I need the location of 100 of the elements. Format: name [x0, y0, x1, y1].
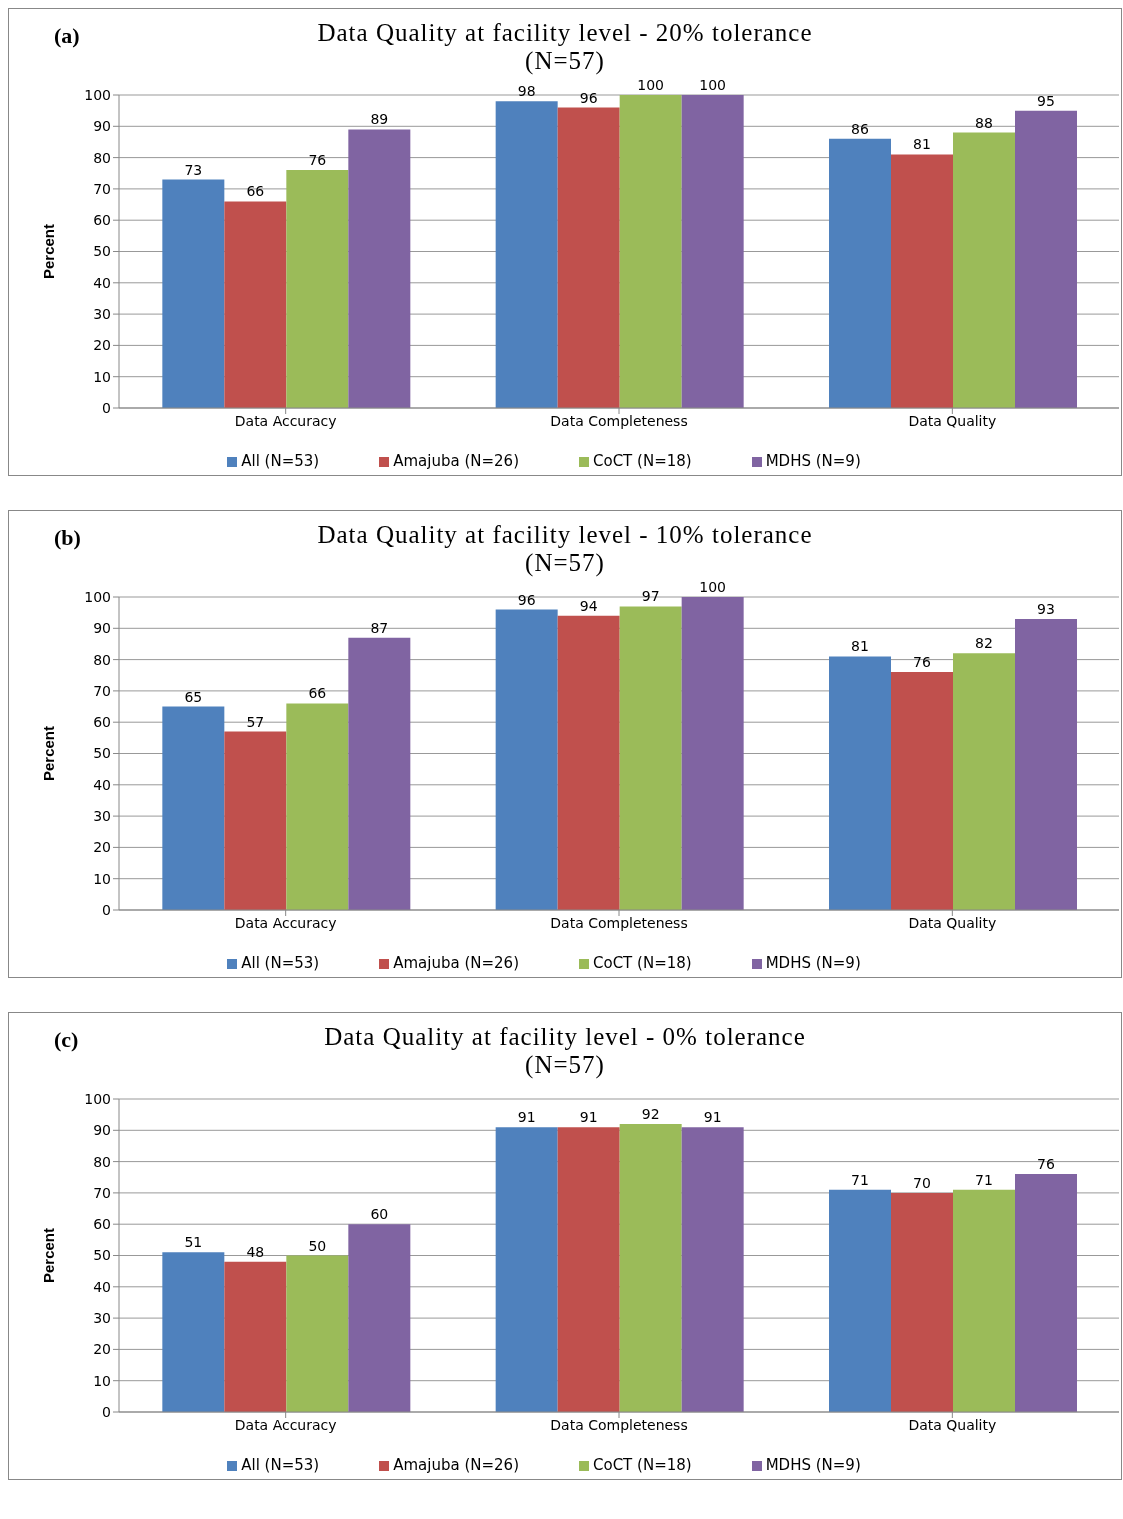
bar — [557, 1127, 620, 1412]
bar — [681, 1127, 744, 1412]
chart-subtitle: (N=57) — [524, 549, 606, 577]
y-tick-label: 60 — [93, 1216, 111, 1233]
bar — [619, 95, 682, 408]
y-tick-label: 40 — [93, 274, 111, 291]
bar — [495, 609, 558, 910]
bar — [829, 656, 891, 910]
bar — [681, 95, 744, 408]
text: (b) — [54, 525, 81, 551]
bar — [348, 129, 411, 408]
x-tick-label: Data Completeness — [550, 1416, 688, 1433]
y-tick-label: 80 — [93, 651, 111, 668]
x-tick-label: Data Quality — [908, 914, 997, 931]
bar — [162, 179, 225, 408]
bar — [891, 672, 953, 910]
y-tick-label: 0 — [102, 399, 111, 416]
legend-label: CoCT (N=18) — [593, 1456, 692, 1474]
y-tick-label: 0 — [102, 1403, 111, 1420]
data-label: 76 — [913, 654, 931, 671]
chart-subtitle: (N=57) — [524, 1051, 606, 1079]
bar — [891, 154, 953, 408]
x-tick-label: Data Quality — [908, 1416, 997, 1433]
chart-title: Data Quality at facility level - 10% tolerance — [317, 521, 813, 548]
bar — [348, 637, 411, 910]
text: (a) — [54, 23, 80, 49]
bar — [1015, 110, 1077, 408]
y-tick-label: 40 — [93, 776, 111, 793]
text: (c) — [54, 1027, 79, 1053]
legend-label: CoCT (N=18) — [593, 954, 692, 972]
legend-label: All (N=53) — [241, 954, 320, 972]
y-tick-label: 50 — [93, 745, 111, 762]
y-tick-label: 100 — [84, 588, 111, 605]
y-tick-label: 80 — [93, 1153, 111, 1170]
data-label: 66 — [246, 183, 265, 200]
y-tick-label: 0 — [102, 901, 111, 918]
x-tick-label: Data Accuracy — [234, 914, 337, 931]
data-label: 82 — [975, 635, 993, 652]
y-tick-label: 50 — [93, 1247, 111, 1264]
data-label: 89 — [370, 111, 389, 128]
data-label: 100 — [699, 77, 727, 93]
y-tick-label: 50 — [93, 243, 111, 260]
bar — [1015, 618, 1077, 910]
y-tick-label: 100 — [84, 1090, 111, 1107]
data-label: 96 — [579, 89, 598, 106]
chart-title: Data Quality at facility level - 20% tolerance — [317, 19, 813, 46]
data-label: 92 — [641, 1106, 660, 1123]
legend-label: MDHS (N=9) — [765, 954, 861, 972]
bar — [953, 132, 1015, 408]
y-axis-title: Percent — [40, 223, 58, 280]
data-label: 57 — [246, 713, 265, 730]
chart-subtitle: (N=57) — [524, 47, 606, 75]
data-label: 81 — [913, 136, 931, 153]
legend-label: MDHS (N=9) — [765, 452, 861, 470]
bar — [557, 107, 620, 408]
y-axis-title: Percent — [40, 1227, 58, 1284]
bar — [495, 1127, 558, 1412]
bar — [224, 1261, 287, 1412]
legend-label: All (N=53) — [241, 452, 320, 470]
data-label: 60 — [370, 1206, 389, 1223]
y-tick-label: 30 — [93, 808, 111, 825]
data-label: 51 — [184, 1234, 203, 1251]
y-tick-label: 70 — [93, 1184, 111, 1201]
bar — [953, 1189, 1015, 1412]
y-tick-label: 40 — [93, 1278, 111, 1295]
data-label: 100 — [699, 579, 727, 595]
bar — [1015, 1174, 1077, 1412]
bar — [619, 606, 682, 910]
y-tick-label: 60 — [93, 714, 111, 731]
bar — [224, 201, 287, 408]
data-label: 91 — [703, 1109, 722, 1126]
chart-title: Data Quality at facility level - 0% tolerance — [324, 1023, 806, 1050]
data-label: 94 — [579, 597, 598, 614]
y-tick-label: 10 — [93, 870, 111, 887]
y-tick-label: 80 — [93, 149, 111, 166]
bar — [829, 1189, 891, 1412]
data-label: 70 — [913, 1174, 931, 1191]
data-label: 86 — [851, 120, 869, 137]
bar — [495, 101, 558, 408]
data-label: 97 — [641, 588, 660, 605]
legend-label: Amajuba (N=26) — [393, 1456, 519, 1474]
x-tick-label: Data Completeness — [550, 914, 688, 931]
y-tick-label: 20 — [93, 839, 111, 856]
bar — [162, 1252, 225, 1412]
legend-label: CoCT (N=18) — [593, 452, 692, 470]
legend-label: All (N=53) — [241, 1456, 320, 1474]
data-label: 71 — [851, 1171, 869, 1188]
data-label: 91 — [579, 1109, 598, 1126]
bar — [829, 138, 891, 408]
y-tick-label: 90 — [93, 1122, 111, 1139]
data-label: 66 — [308, 685, 327, 702]
data-label: 87 — [370, 619, 389, 636]
y-tick-label: 10 — [93, 1372, 111, 1389]
data-label: 100 — [637, 77, 665, 93]
bar — [162, 706, 225, 910]
y-tick-label: 90 — [93, 620, 111, 637]
x-tick-label: Data Quality — [908, 412, 997, 429]
y-axis-title: Percent — [40, 725, 58, 782]
data-label: 81 — [851, 638, 869, 655]
bar — [619, 1124, 682, 1412]
